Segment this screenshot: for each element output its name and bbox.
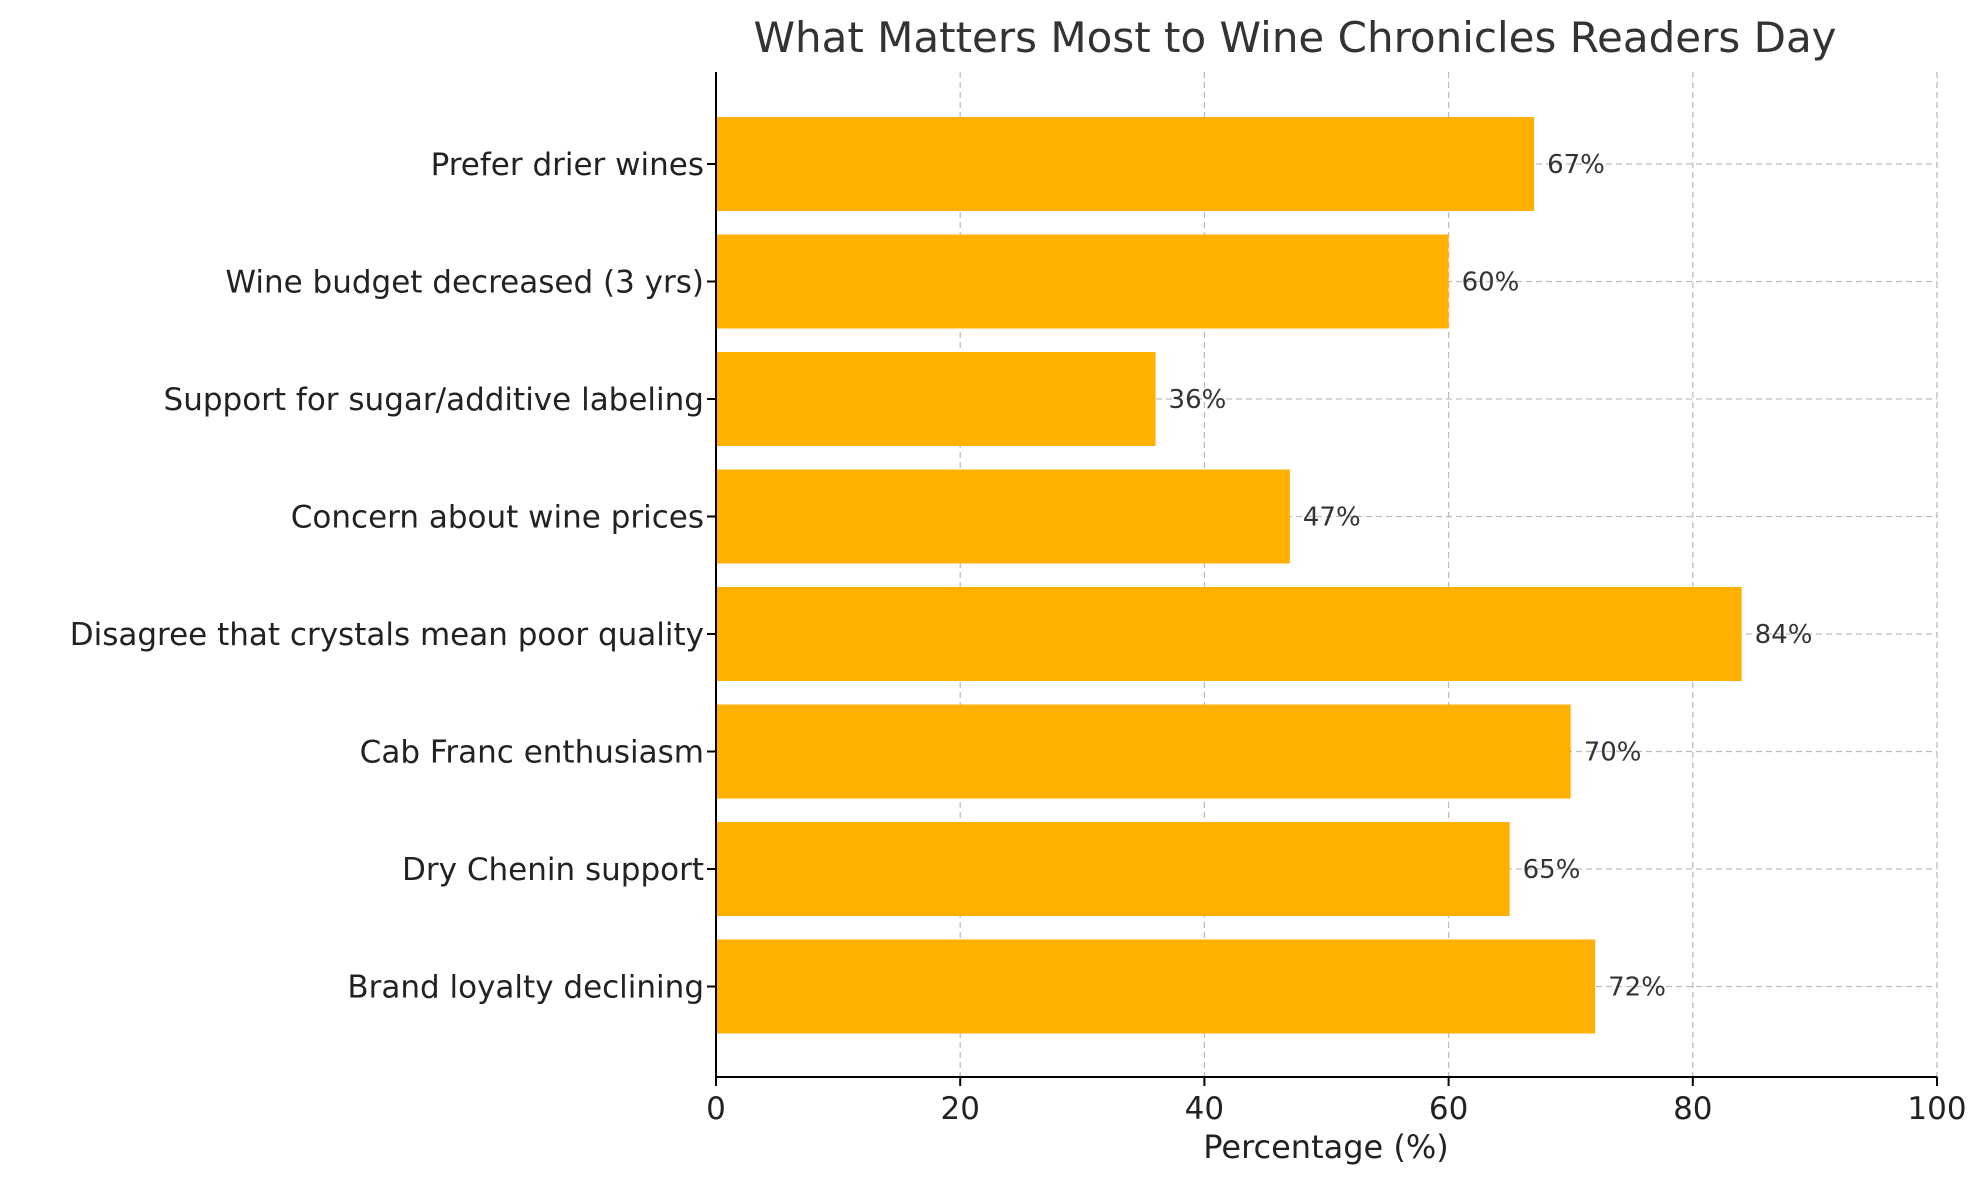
bar bbox=[716, 704, 1571, 799]
data-label: 72% bbox=[1608, 973, 1666, 1003]
chart-title: What Matters Most to Wine Chronicles Rea… bbox=[753, 13, 1836, 62]
data-label: 36% bbox=[1169, 385, 1227, 415]
bar bbox=[716, 469, 1290, 564]
data-label: 84% bbox=[1755, 620, 1813, 650]
x-tick-label: 40 bbox=[1185, 1091, 1224, 1127]
data-label: 47% bbox=[1303, 503, 1361, 533]
bar bbox=[716, 352, 1156, 446]
grid-lines bbox=[716, 72, 1938, 1077]
x-tick-label: 80 bbox=[1673, 1091, 1712, 1127]
y-tick-label: Support for sugar/additive labeling bbox=[164, 382, 704, 418]
bar bbox=[716, 117, 1535, 211]
x-tick-label: 20 bbox=[940, 1091, 979, 1127]
y-tick-label: Cab Franc enthusiasm bbox=[360, 735, 704, 771]
bar bbox=[716, 587, 1742, 681]
x-tick-label: 60 bbox=[1429, 1091, 1468, 1127]
x-tick-label: 0 bbox=[706, 1091, 726, 1127]
data-label: 70% bbox=[1584, 738, 1642, 768]
bars bbox=[716, 117, 1742, 1034]
x-axis-label: Percentage (%) bbox=[1203, 1128, 1449, 1166]
y-tick-label: Prefer drier wines bbox=[431, 147, 704, 183]
y-tick-label: Dry Chenin support bbox=[402, 852, 704, 888]
bar bbox=[716, 234, 1449, 329]
x-axis-ticks: 0 20 40 60 80 100 bbox=[706, 1077, 1967, 1127]
y-axis-labels: Prefer drier wines Wine budget decreased … bbox=[70, 147, 716, 1006]
data-label: 67% bbox=[1547, 150, 1605, 180]
y-tick-label: Wine budget decreased (3 yrs) bbox=[225, 265, 704, 301]
data-labels: 67% 60% 36% 47% 84% 70% 65% 72% bbox=[1169, 150, 1813, 1003]
y-tick-label: Disagree that crystals mean poor quality bbox=[70, 617, 704, 653]
x-tick-label: 100 bbox=[1907, 1091, 1966, 1127]
data-label: 60% bbox=[1462, 268, 1520, 298]
data-label: 65% bbox=[1523, 855, 1581, 885]
bar bbox=[716, 822, 1510, 916]
y-tick-label: Brand loyalty declining bbox=[347, 970, 704, 1006]
y-tick-label: Concern about wine prices bbox=[291, 500, 704, 536]
bar bbox=[716, 939, 1596, 1034]
